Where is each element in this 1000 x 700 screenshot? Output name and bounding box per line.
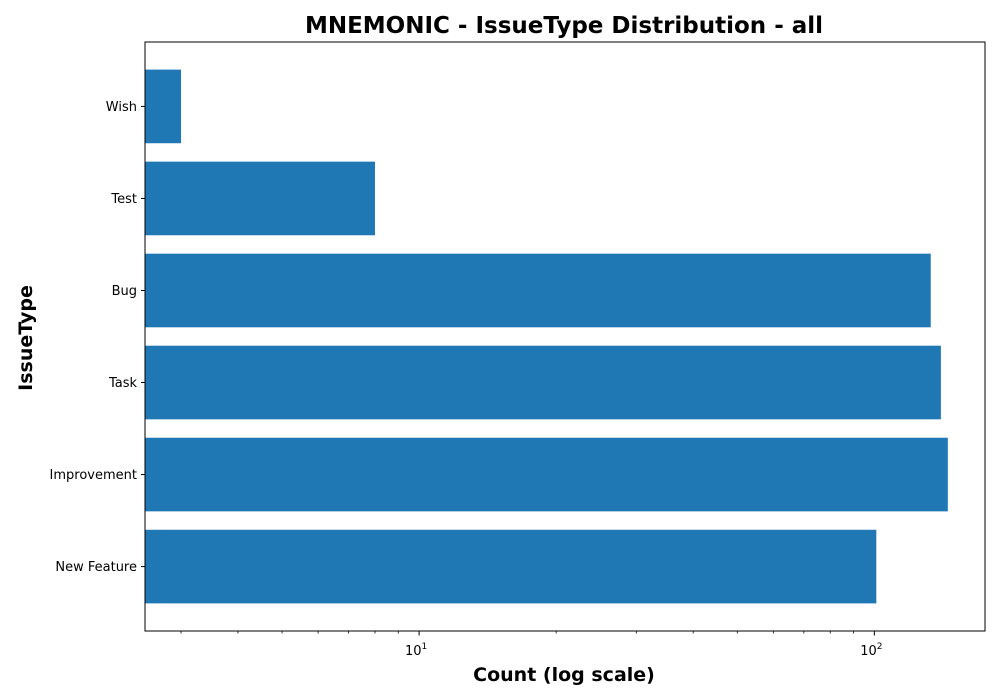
y-tick-label-improvement: Improvement [50,468,137,483]
y-tick-label-new-feature: New Feature [55,560,137,575]
x-tick-label: 101 [405,642,427,659]
bar-new-feature [145,529,877,604]
bar-test [145,161,375,236]
bar-task [145,345,941,420]
bar-improvement [145,437,948,512]
y-axis-ticks: New Feature Improvement Task Bug Test Wish [50,100,145,575]
plot-area-frame [144,41,986,632]
bar-bug [145,253,931,328]
bars-group [145,69,948,604]
y-tick-label-task: Task [108,376,138,391]
chart-title: MNEMONIC - IssueType Distribution - all [305,13,823,39]
x-tick-label: 102 [860,642,882,659]
y-axis-label: IssueType [15,285,37,391]
y-tick-label-test: Test [110,192,137,207]
y-tick-label-wish: Wish [106,100,137,115]
x-axis-ticks: 101 102 [180,631,882,659]
bar-wish [145,69,182,144]
x-axis-label: Count (log scale) [473,664,655,686]
y-tick-label-bug: Bug [112,284,137,299]
